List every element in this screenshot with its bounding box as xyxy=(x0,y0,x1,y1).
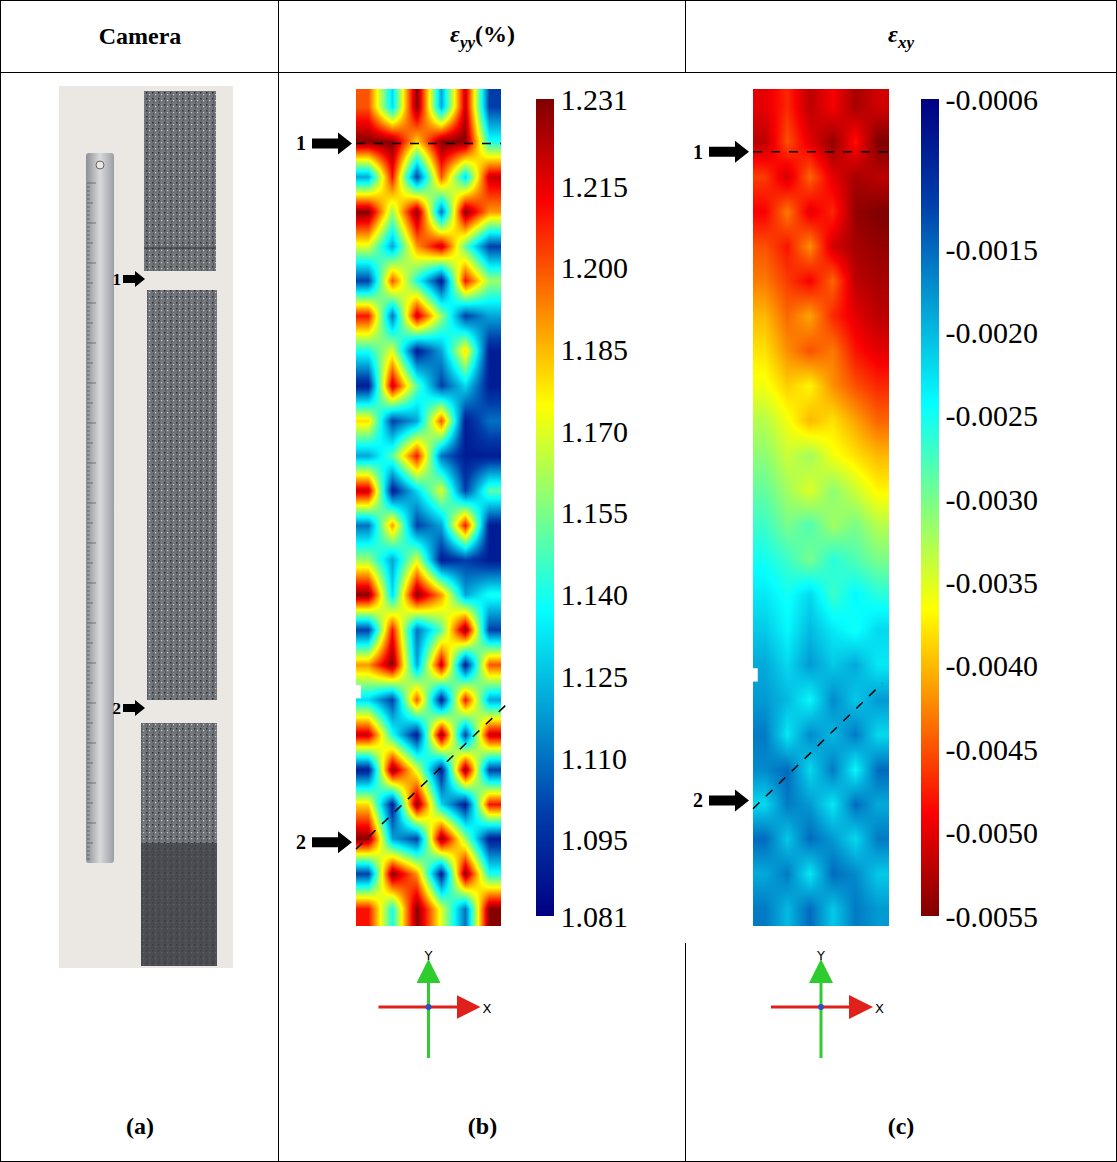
svg-text:1.095: 1.095 xyxy=(561,823,629,856)
svg-text:Y: Y xyxy=(424,948,433,963)
svg-text:1.170: 1.170 xyxy=(561,415,629,448)
svg-text:1: 1 xyxy=(113,270,122,289)
html-text:εxy: εxy xyxy=(888,20,914,52)
svg-text:-0.0035: -0.0035 xyxy=(946,566,1039,599)
svg-text:Y: Y xyxy=(816,948,825,963)
svg-text:2: 2 xyxy=(113,699,122,718)
svg-text:1.231: 1.231 xyxy=(561,83,629,116)
svg-text:-0.0025: -0.0025 xyxy=(946,399,1039,432)
svg-text:1: 1 xyxy=(693,141,703,163)
html-text:εyy(%): εyy(%) xyxy=(450,20,515,52)
html-text:Camera: Camera xyxy=(98,23,182,49)
svg-text:-0.0055: -0.0055 xyxy=(946,900,1039,933)
svg-text:-0.0015: -0.0015 xyxy=(946,233,1039,266)
svg-text:-0.0050: -0.0050 xyxy=(946,816,1039,849)
svg-text:1.185: 1.185 xyxy=(561,333,629,366)
svg-text:-0.0040: -0.0040 xyxy=(946,649,1039,682)
html-text:(b): (b) xyxy=(467,1112,498,1139)
svg-text:X: X xyxy=(483,1001,492,1016)
svg-text:1.215: 1.215 xyxy=(561,170,629,203)
svg-text:1.081: 1.081 xyxy=(561,900,629,933)
svg-text:X: X xyxy=(875,1001,884,1016)
svg-text:1.125: 1.125 xyxy=(561,660,629,693)
svg-text:1.140: 1.140 xyxy=(561,578,629,611)
svg-text:-0.0006: -0.0006 xyxy=(946,83,1039,116)
svg-text:1.200: 1.200 xyxy=(561,251,629,284)
html-text:(c): (c) xyxy=(887,1112,915,1139)
svg-text:-0.0030: -0.0030 xyxy=(946,483,1039,516)
svg-text:2: 2 xyxy=(296,831,306,853)
svg-text:1: 1 xyxy=(296,132,306,154)
svg-text:1.110: 1.110 xyxy=(561,742,627,775)
svg-text:2: 2 xyxy=(693,789,703,811)
svg-text:-0.0045: -0.0045 xyxy=(946,733,1039,766)
svg-text:-0.0020: -0.0020 xyxy=(946,316,1039,349)
svg-text:1.155: 1.155 xyxy=(561,496,629,529)
html-text:(a): (a) xyxy=(126,1112,154,1139)
